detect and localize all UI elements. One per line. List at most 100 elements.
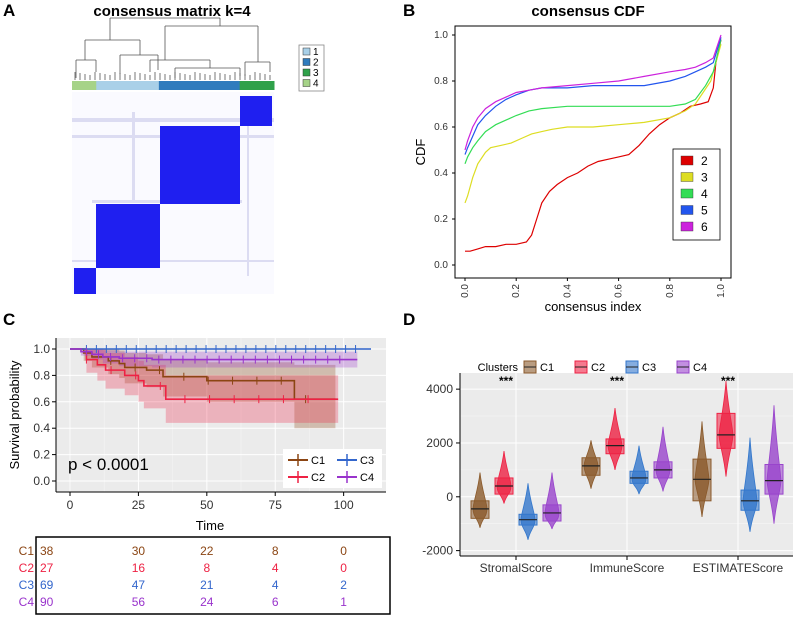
cdf-legend-swatch [680, 172, 694, 182]
score-ytick-label: 4000 [426, 382, 453, 396]
score-grid [460, 373, 793, 556]
cdf-line-k6 [464, 34, 722, 151]
cdf-legend: 2 3 4 5 6 [672, 148, 721, 241]
score-xtick-label: StromalScore [480, 561, 553, 575]
risk-count: 56 [132, 595, 146, 609]
risk-count: 24 [200, 595, 214, 609]
cdf-ytick-label: 0.0 [434, 260, 448, 271]
cdf-xtick-label: 0.6 [614, 284, 625, 298]
km-xtick-label: 100 [334, 498, 354, 512]
km-ytick-label: 0.0 [33, 474, 50, 488]
column-group-bar [96, 81, 160, 90]
cdf-line-k2 [465, 39, 722, 252]
risk-count: 4 [272, 578, 279, 592]
cdf-legend-label: 2 [701, 154, 708, 168]
risk-count: 1 [340, 595, 347, 609]
cdf-xtick-label: 0.2 [511, 284, 522, 298]
cdf-ytick-label: 0.6 [434, 122, 448, 133]
dendrogram [74, 17, 271, 80]
score-ytick-label: 0 [446, 490, 453, 504]
km-ytick-label: 0.8 [33, 368, 50, 382]
km-pvalue: p < 0.0001 [68, 455, 149, 474]
cdf-line-k3 [464, 44, 722, 204]
panel-label-b: B [403, 1, 415, 20]
risk-count: 21 [200, 578, 214, 592]
cdf-legend-label: 4 [701, 187, 708, 201]
risk-count: 22 [200, 544, 214, 558]
km-ci-band-C4 [70, 349, 358, 368]
km-legend-box [283, 449, 382, 488]
risk-row-label: C2 [19, 561, 35, 575]
risk-count: 0 [340, 544, 347, 558]
cdf-xlabel: consensus index [545, 299, 642, 314]
survival-panel: 0.00.20.40.60.81.00 25 50 75 100 p < 0.0001 … [7, 338, 391, 615]
heatmap-legend-swatch [302, 58, 311, 66]
cdf-xtick-label: 0.8 [665, 284, 676, 298]
heatmap-title: consensus matrix k=4 [93, 3, 251, 20]
risk-count: 6 [272, 595, 279, 609]
score-legend-label: C3 [642, 362, 656, 374]
heatmap-faint-cell [72, 260, 274, 262]
cdf-axes: 0.0 0.2 0.4 0.6 0.8 1.0 0.0 0.2 0.4 0.6 0.8 1.0 [434, 30, 727, 298]
score-xtick-label: ESTIMATEScore [693, 561, 784, 575]
cdf-lines [464, 34, 722, 252]
risk-count: 2 [340, 578, 347, 592]
cdf-legend-label: 3 [701, 171, 708, 185]
cdf-title: consensus CDF [531, 3, 644, 20]
heatmap-legend-swatch [302, 79, 311, 87]
risk-row-label: C4 [19, 595, 35, 609]
cdf-ytick-label: 1.0 [434, 30, 448, 41]
cdf-xtick-label: 0.0 [460, 284, 471, 298]
score-legend-title: Clusters [478, 362, 519, 374]
cdf-legend-label: 6 [701, 220, 708, 234]
column-group-bar [158, 81, 241, 90]
risk-count: 90 [40, 595, 54, 609]
risk-count: 47 [132, 578, 146, 592]
cdf-ytick-label: 0.2 [434, 214, 448, 225]
risk-count: 8 [272, 544, 279, 558]
km-xtick-label: 50 [200, 498, 214, 512]
score-axes: -2000 0 2000 4000 StromalScore ImmuneScore EST… [422, 373, 793, 575]
km-ytick-label: 0.2 [33, 448, 50, 462]
km-curve-C4 [70, 348, 358, 361]
box-ESTIMATEScore-C2 [716, 412, 736, 449]
box-ESTIMATEScore-C1 [692, 458, 712, 502]
risk-table-frame [35, 536, 391, 615]
heatmap-legend-swatch [302, 68, 311, 77]
cdf-legend-swatch [680, 205, 694, 215]
significance-label: *** [610, 374, 624, 388]
significance-label: *** [499, 374, 513, 388]
score-legend-label: C1 [540, 362, 554, 374]
km-ytick-label: 0.4 [33, 421, 50, 435]
score-ytick-label: 2000 [426, 436, 453, 450]
cdf-line-k5 [464, 37, 722, 155]
risk-count: 30 [132, 544, 146, 558]
heatmap-legend-label: 2 [313, 58, 319, 69]
violin-StromalScore-C3 [520, 483, 536, 540]
box-ImmuneScore-C1 [581, 457, 601, 476]
box-ImmuneScore-C3 [629, 470, 649, 484]
risk-table: C1 38 30 22 8 0 C2 27 16 8 4 0 C3 69 47 21 4 2 C4 90 56 24 6 1 [19, 544, 348, 609]
cdf-ylabel: CDF [413, 139, 428, 166]
consensus-block [160, 126, 240, 204]
risk-row-label: C3 [19, 578, 35, 592]
km-ci-band-C1 [70, 349, 336, 429]
score-legend: Clusters C1 C2 C3 C4 [478, 360, 707, 374]
km-legend-label: C3 [360, 455, 374, 467]
km-curves [70, 345, 371, 429]
estimate-score-panel: *** *** *** -2000 0 2000 4000 StromalScore Immu… [422, 360, 793, 575]
panel-label-d: D [403, 310, 415, 329]
risk-count: 27 [40, 561, 54, 575]
risk-count: 16 [132, 561, 146, 575]
km-curve-C2 [70, 348, 339, 400]
cdf-legend-label: 5 [701, 204, 708, 218]
score-legend-label: C4 [693, 362, 707, 374]
cdf-xtick-label: 0.4 [562, 284, 573, 298]
box-StromalScore-C1 [470, 500, 490, 519]
risk-count: 8 [203, 561, 210, 575]
cdf-line-k4 [464, 39, 722, 165]
heatmap-legend-label: 1 [313, 47, 319, 58]
cdf-legend-swatch [680, 155, 694, 166]
